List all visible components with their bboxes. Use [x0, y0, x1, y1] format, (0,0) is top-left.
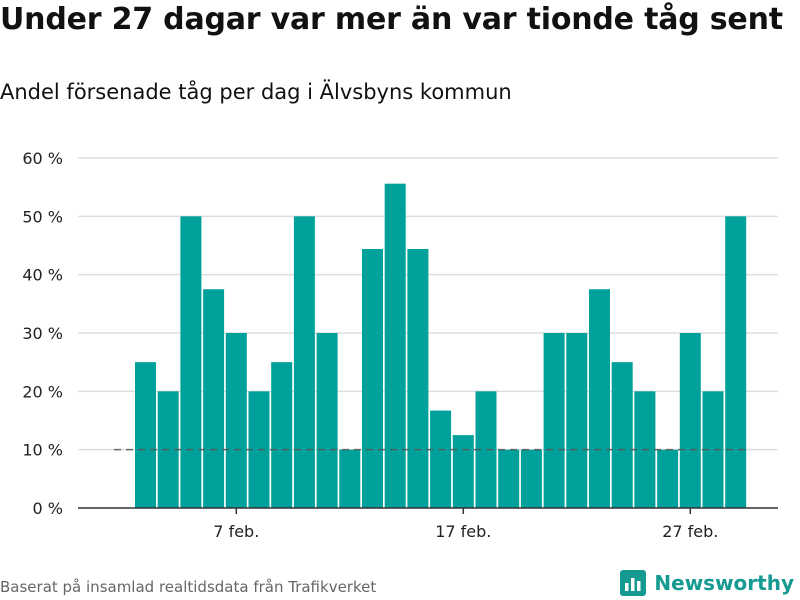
- bar[interactable]: [225, 333, 247, 508]
- bar[interactable]: [679, 333, 701, 508]
- y-tick-label: 40 %: [22, 266, 63, 285]
- chart-subtitle: Andel försenade tåg per dag i Älvsbyns k…: [0, 80, 512, 104]
- bar[interactable]: [543, 333, 565, 508]
- y-tick-label: 50 %: [22, 207, 63, 226]
- bar[interactable]: [135, 362, 156, 508]
- bar[interactable]: [657, 449, 679, 508]
- y-tick-label: 10 %: [22, 441, 63, 460]
- bar[interactable]: [384, 183, 406, 508]
- x-tick-label: 27 feb.: [662, 522, 718, 541]
- bar[interactable]: [452, 435, 474, 508]
- bar[interactable]: [316, 333, 338, 508]
- bar[interactable]: [566, 333, 588, 508]
- bar-chart: 0 % 10 % 20 % 30 % 40 % 50 % 60 % 7 feb. 17 feb.…: [22, 149, 778, 541]
- bar[interactable]: [702, 391, 724, 508]
- bar[interactable]: [271, 362, 293, 508]
- axes: 0 % 10 % 20 % 30 % 40 % 50 % 60 % 7 feb. 17 feb.…: [22, 149, 778, 541]
- y-tick-label: 60 %: [22, 149, 63, 168]
- y-tick-label: 30 %: [22, 324, 63, 343]
- bar[interactable]: [407, 249, 429, 508]
- bar[interactable]: [362, 249, 383, 508]
- bar[interactable]: [725, 216, 747, 509]
- bar[interactable]: [339, 449, 361, 508]
- x-tick-label: 17 feb.: [435, 522, 491, 541]
- newsworthy-logo-icon: [620, 570, 647, 596]
- bar[interactable]: [520, 449, 542, 508]
- bar[interactable]: [203, 289, 225, 508]
- brand-logo[interactable]: Newsworthy: [620, 570, 794, 596]
- x-tick-label: 7 feb.: [213, 522, 259, 541]
- bar[interactable]: [611, 362, 633, 508]
- bar[interactable]: [180, 216, 202, 509]
- source-footer: Baserat på insamlad realtidsdata från Tr…: [0, 578, 377, 596]
- bar[interactable]: [498, 449, 520, 508]
- brand-name: Newsworthy: [654, 571, 794, 595]
- y-tick-label: 0 %: [33, 499, 63, 518]
- chart-title: Under 27 dagar var mer än var tionde tåg…: [0, 2, 783, 37]
- bar[interactable]: [430, 410, 452, 508]
- y-tick-label: 20 %: [22, 382, 63, 401]
- bar[interactable]: [293, 216, 315, 509]
- bar-series: [135, 183, 747, 509]
- bar[interactable]: [589, 289, 610, 508]
